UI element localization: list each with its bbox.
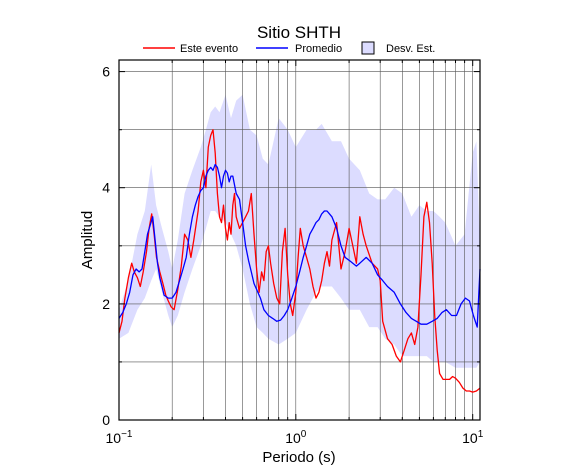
legend-label-1: Promedio [295, 43, 342, 55]
plot-area: 0 2 4 6 10−1 100 101 [102, 59, 484, 446]
legend: Este evento Promedio Desv. Est. [143, 41, 435, 55]
y-tick-label: 2 [102, 296, 110, 312]
x-tick-label: 100 [285, 429, 307, 446]
y-tick-label: 0 [102, 412, 110, 428]
x-tick-label: 10−1 [106, 429, 133, 446]
legend-label-2: Desv. Est. [386, 43, 435, 55]
y-tick-label: 6 [102, 64, 110, 80]
chart-title: Sitio SHTH [257, 23, 341, 42]
series-line-1 [118, 163, 481, 328]
x-tick-label: 101 [462, 429, 484, 446]
x-axis-label: Periodo (s) [262, 449, 335, 466]
plot-frame [118, 59, 481, 421]
legend-label-0: Este evento [180, 43, 238, 55]
y-tick-label: 4 [102, 180, 110, 196]
legend-swatch-2 [361, 41, 375, 55]
y-axis-label: Amplitud [79, 211, 96, 269]
